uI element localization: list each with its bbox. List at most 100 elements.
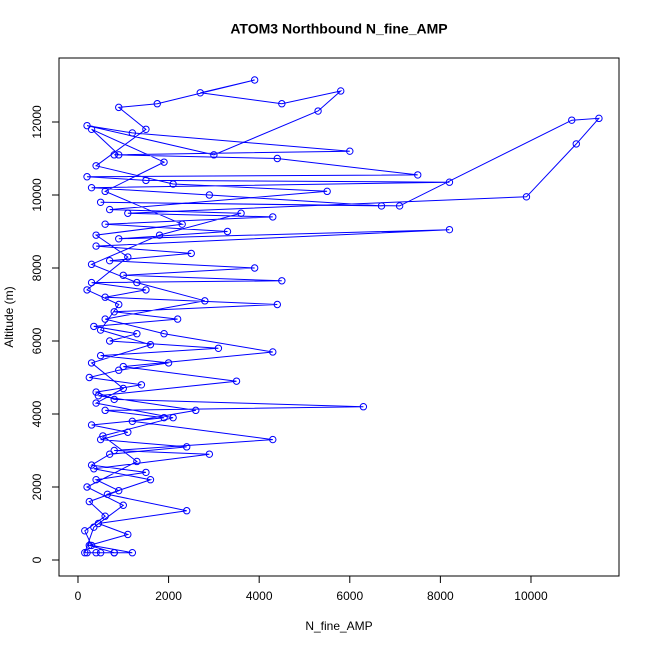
data-point [155,231,164,239]
data-point [572,140,580,148]
data-point [81,527,89,535]
y-tick-label: 4000 [30,400,44,427]
data-point [96,435,105,444]
data-point [169,413,177,422]
data-point [83,286,91,294]
data-point [183,507,191,515]
data-point [278,277,286,285]
y-tick-label: 0 [30,556,44,563]
data-point [128,549,137,557]
data-point [119,384,127,393]
data-point [87,260,96,269]
data-point [87,125,96,133]
data-point [346,147,354,155]
data-point [395,202,404,210]
data-point [110,446,118,455]
data-point [359,403,368,411]
data-point [96,326,105,334]
x-tick-label: 0 [75,589,82,603]
data-point [115,300,123,309]
data-point [124,209,132,217]
data-point [187,249,195,258]
data-point [85,373,94,382]
chart-title: ATOM3 Northbound N_fine_AMP [230,21,447,37]
data-point [201,297,209,305]
data-point [105,337,114,345]
x-tick-label: 2000 [155,589,182,603]
plot-frame [58,57,620,577]
data-point [101,406,109,415]
data-point [124,428,132,436]
y-tick-label: 10000 [30,178,44,212]
data-point [214,344,223,353]
data-point [101,293,109,301]
data-point [124,253,132,261]
data-point [85,541,94,550]
data-point [210,151,218,159]
data-point [196,89,204,97]
data-point [105,205,114,214]
data-point [314,107,322,115]
data-point [568,116,576,124]
data-point [115,103,123,112]
data-point [96,198,105,206]
data-point [133,278,141,287]
data-point [119,271,127,279]
data-point [205,191,214,199]
data-point [87,541,96,550]
data-point [183,443,191,451]
data-point [115,151,123,159]
data-point [250,76,259,84]
data-point [90,523,98,531]
data-point [83,549,91,557]
data-point [87,421,96,429]
data-point [85,497,94,506]
data-point [83,173,91,181]
data-point [595,114,603,123]
data-point [205,450,214,458]
data-line [84,79,601,554]
data-point [237,209,245,217]
data-point [99,432,107,440]
data-point [232,377,241,385]
data-point [269,213,277,221]
data-point [146,340,155,349]
data-point [105,450,114,458]
y-tick-label: 6000 [30,327,44,354]
data-point [164,359,173,367]
data-point [105,256,114,265]
data-point [273,154,282,163]
data-point [83,483,91,491]
data-point [128,417,137,426]
data-point [133,457,141,466]
data-point [92,399,100,407]
data-point [142,176,150,185]
data-point [87,183,96,192]
data-point [101,315,109,323]
y-tick-label: 8000 [30,254,44,281]
data-point [192,406,200,415]
data-point [92,242,100,250]
x-tick-label: 10000 [514,589,548,603]
data-point [142,468,150,477]
data-point [115,486,123,495]
data-point [115,366,123,374]
data-point [87,278,96,287]
data-point [153,100,161,108]
data-point [90,465,98,473]
data-point [119,501,127,509]
data-point [92,388,100,396]
data-point [250,264,259,272]
data-point [87,359,96,367]
data-point [92,231,100,239]
data-point [273,300,282,309]
data-point [133,329,141,338]
data-point [142,125,150,133]
data-point [115,235,123,243]
data-point [173,315,182,323]
data-point [110,151,118,159]
data-point [223,227,232,236]
data-point [92,549,100,557]
data-point [160,329,168,338]
